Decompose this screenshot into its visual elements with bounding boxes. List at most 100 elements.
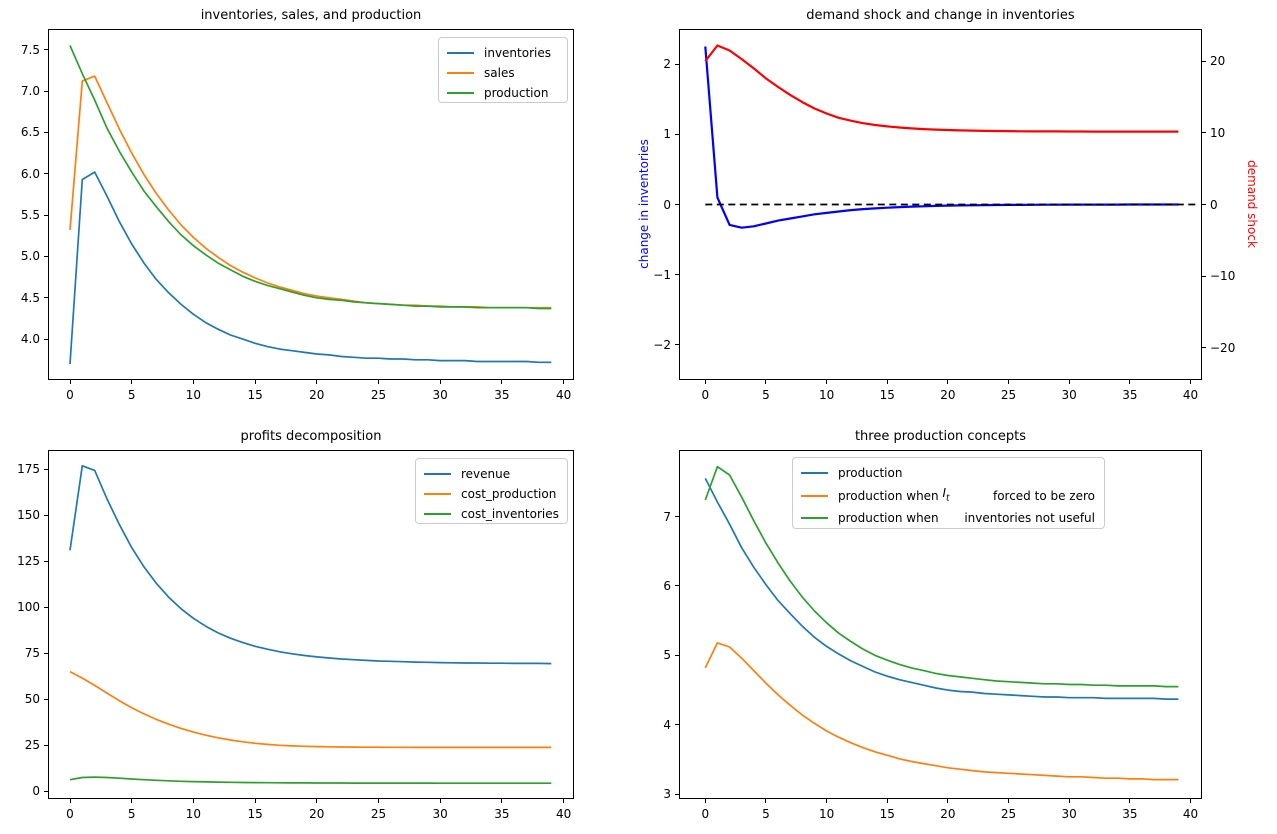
y-tick-label: 5.5 (20, 208, 40, 223)
y-tick-mark (44, 297, 48, 299)
x-tick-mark (378, 799, 379, 803)
x-tick-mark (439, 380, 441, 384)
chart-canvas-inventories-sales-production (69, 45, 552, 365)
x-tick-label: 25 (1000, 807, 1017, 821)
x-tick-label: 35 (494, 807, 510, 821)
chart-canvas-profits-decomposition (69, 464, 552, 785)
x-tick-label: 40 (555, 388, 572, 402)
y-tick-mark (44, 214, 48, 216)
x-tick-mark (69, 799, 71, 803)
series-line-cost-inventories (69, 776, 552, 785)
x-tick-label: 40 (1182, 388, 1199, 402)
x-tick-mark (765, 799, 767, 803)
x-tick-label: 0 (66, 388, 74, 402)
legend-label: cost_production (461, 487, 557, 501)
y-tick-mark (675, 654, 679, 656)
y-tick-label: 50 (24, 692, 40, 707)
legend-label: revenue (461, 467, 511, 481)
x-tick-label: 5 (127, 807, 136, 821)
y-tick-mark (675, 274, 679, 276)
y-tick-mark (44, 698, 48, 700)
x-tick-label: 5 (127, 388, 136, 402)
y-tick-mark (675, 133, 679, 135)
x-tick-label: 40 (1182, 807, 1199, 821)
x-tick-label: 40 (555, 807, 572, 821)
x-tick-label: 10 (818, 388, 835, 402)
y-tick-label: 7.5 (20, 42, 40, 57)
x-tick-label: 10 (185, 807, 202, 821)
y-tick-label: −2 (653, 337, 671, 352)
y-tick-mark (1202, 204, 1206, 205)
series-line-sales (69, 75, 552, 309)
legend-line-sample (801, 472, 828, 474)
series-line-production (69, 45, 552, 310)
y-tick-label: 1 (663, 127, 671, 142)
y-tick-mark (44, 560, 48, 562)
y-tick-mark (44, 90, 48, 92)
x-tick-label: 25 (370, 388, 387, 402)
x-tick-mark (254, 380, 256, 384)
legend-entry: revenue (424, 464, 558, 484)
y-tick-mark (44, 514, 48, 516)
legend-label: production when (838, 488, 943, 503)
x-tick-label: 35 (1122, 388, 1138, 402)
x-tick-mark (1068, 799, 1070, 803)
y-tick-label: 10 (1210, 125, 1226, 140)
y-tick-mark (44, 338, 48, 340)
y-tick-label: 7 (663, 509, 671, 524)
legend-line-sample (424, 513, 451, 515)
y-tick-label: 5 (663, 648, 671, 663)
y-tick-label: 0 (663, 197, 671, 212)
x-tick-label: 20 (309, 807, 325, 821)
legend-entry: production when It forced to be zero (801, 483, 1095, 508)
y-tick-mark (1202, 60, 1206, 62)
y-tick-label: −1 (653, 267, 671, 282)
y-tick-label: 5.0 (20, 249, 40, 264)
chart-title-profits-decomposition: profits decomposition (240, 429, 382, 444)
chart-title-demand-shock-change-in-inventories: demand shock and change in inventories (806, 8, 1075, 23)
x-tick-label: 5 (762, 807, 770, 821)
legend-line-sample (801, 494, 828, 497)
legend-label: production when (838, 511, 939, 526)
x-tick-mark (704, 799, 706, 803)
legend-label: inventories (484, 46, 551, 60)
x-tick-mark (131, 380, 133, 384)
y-tick-label: 25 (24, 738, 40, 753)
legend-entry: cost_inventories (424, 504, 559, 524)
y-tick-mark (44, 744, 48, 746)
y-tick-label: 20 (1210, 54, 1226, 69)
y-tick-label: 6.0 (20, 166, 40, 181)
x-tick-label: 5 (762, 388, 770, 402)
series-line-cost-production (69, 670, 552, 749)
y-tick-mark (44, 173, 48, 175)
x-tick-mark (1129, 380, 1131, 384)
x-tick-mark (1190, 799, 1191, 803)
chart-canvas-three-production-concepts (704, 465, 1179, 781)
series-line-inventories (69, 171, 552, 365)
y-tick-mark (675, 204, 679, 205)
y-tick-mark (675, 516, 679, 518)
y-tick-mark (675, 63, 679, 65)
legend-line-sample (447, 92, 474, 94)
legend-entry: production (801, 463, 1095, 483)
series-line-production-when-i-t-forced-to-be-zero (704, 642, 1179, 781)
x-tick-label: 20 (940, 807, 956, 821)
legend-line-sample (801, 517, 828, 520)
x-tick-label: 10 (818, 807, 835, 821)
x-tick-label: 20 (309, 388, 325, 402)
y-tick-label: 2 (663, 57, 671, 72)
series-line-production-when-inventories-not-useful (704, 465, 1179, 688)
y-tick-mark (44, 131, 48, 133)
x-tick-label: 30 (432, 807, 448, 821)
y-axis-label-left: change in inventories (637, 138, 651, 269)
x-tick-mark (886, 799, 888, 803)
x-tick-label: 20 (940, 388, 956, 402)
legend-profits-decomposition: revenue cost_production cost_inventories (415, 458, 568, 524)
math-I-t: It (942, 486, 950, 504)
legend-label-right: inventories not useful (964, 511, 1095, 526)
x-tick-label: 15 (879, 388, 895, 402)
x-tick-label: 0 (66, 807, 74, 821)
series-line-revenue (69, 464, 552, 665)
x-tick-label: 30 (1061, 807, 1077, 821)
